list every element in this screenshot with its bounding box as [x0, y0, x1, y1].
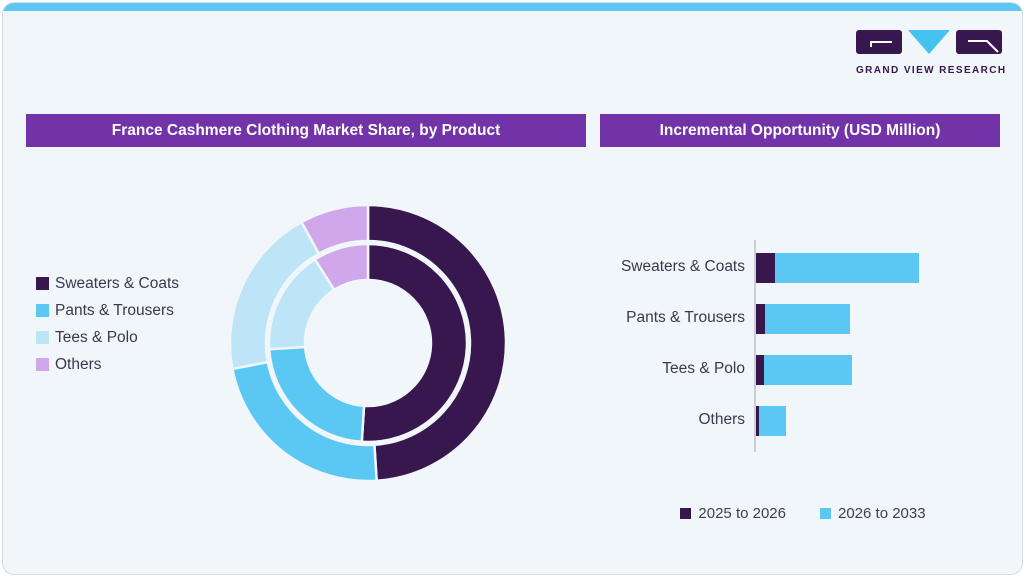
donut-chart-title: France Cashmere Clothing Market Share, b…: [26, 114, 586, 147]
bar-segment: [756, 355, 764, 385]
logo-r-stroke: [968, 40, 999, 53]
bar-segment: [756, 253, 775, 283]
legend-swatch: [36, 331, 49, 344]
bar-category-label: Tees & Polo: [662, 360, 745, 377]
bar-row: [756, 253, 919, 283]
gvr-logo-marks: [856, 30, 1002, 54]
donut-inner-segment-0: [360, 242, 469, 444]
bar-chart-title: Incremental Opportunity (USD Million): [600, 114, 1000, 147]
donut-legend-item: Others: [36, 351, 179, 378]
donut-legend: Sweaters & Coats Pants & Trousers Tees & P…: [36, 270, 179, 378]
donut-outer-segment-0: [366, 203, 508, 483]
legend-label: Others: [55, 355, 102, 373]
legend-label: 2025 to 2026: [698, 505, 786, 522]
bar-row: [756, 304, 850, 334]
donut-legend-item: Tees & Polo: [36, 324, 179, 351]
donut-legend-item: Sweaters & Coats: [36, 270, 179, 297]
bar-legend-item: 2026 to 2033: [820, 505, 926, 522]
bar-legend: 2025 to 2026 2026 to 2033: [598, 505, 1008, 522]
bar-row: [756, 355, 852, 385]
top-accent-bar: [3, 3, 1022, 11]
legend-swatch: [36, 277, 49, 290]
legend-label: Pants & Trousers: [55, 301, 174, 319]
gvr-logo: GRAND VIEW RESEARCH: [856, 29, 1007, 76]
legend-swatch: [36, 358, 49, 371]
bar-legend-item: 2025 to 2026: [680, 505, 786, 522]
bar-segment: [756, 304, 765, 334]
legend-label: Tees & Polo: [55, 328, 138, 346]
legend-swatch: [820, 508, 831, 519]
bar-axis-line: [754, 240, 756, 452]
legend-swatch: [36, 304, 49, 317]
donut-chart: [228, 203, 508, 483]
bar-segment: [764, 355, 852, 385]
logo-v-triangle: [908, 30, 950, 54]
bar-segment: [765, 304, 850, 334]
bar-category-label: Sweaters & Coats: [620, 258, 745, 275]
donut-inner-segment-3: [313, 242, 370, 292]
bar-row: [756, 406, 786, 436]
legend-label: Sweaters & Coats: [55, 274, 180, 292]
logo-g-stroke: [870, 41, 892, 47]
bar-segment: [756, 406, 759, 436]
bar-segment: [775, 253, 919, 283]
legend-label: 2026 to 2033: [838, 505, 926, 522]
bar-category-label: Pants & Trousers: [626, 309, 745, 326]
logo-wordmark: GRAND VIEW RESEARCH: [856, 65, 1007, 76]
donut-legend-item: Pants & Trousers: [36, 297, 179, 324]
legend-swatch: [680, 508, 692, 519]
donut-outer-segment-3: [299, 203, 370, 256]
bar-category-label: Others: [698, 411, 745, 428]
bar-segment: [759, 406, 786, 436]
